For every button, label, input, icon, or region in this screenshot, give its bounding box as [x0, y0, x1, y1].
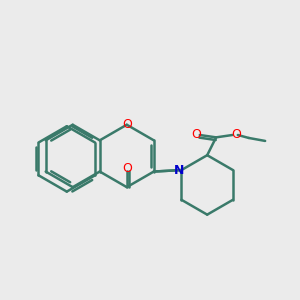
- Text: O: O: [122, 162, 132, 175]
- Text: O: O: [191, 128, 201, 142]
- Text: O: O: [122, 118, 132, 131]
- Text: N: N: [174, 164, 184, 177]
- Text: O: O: [231, 128, 241, 142]
